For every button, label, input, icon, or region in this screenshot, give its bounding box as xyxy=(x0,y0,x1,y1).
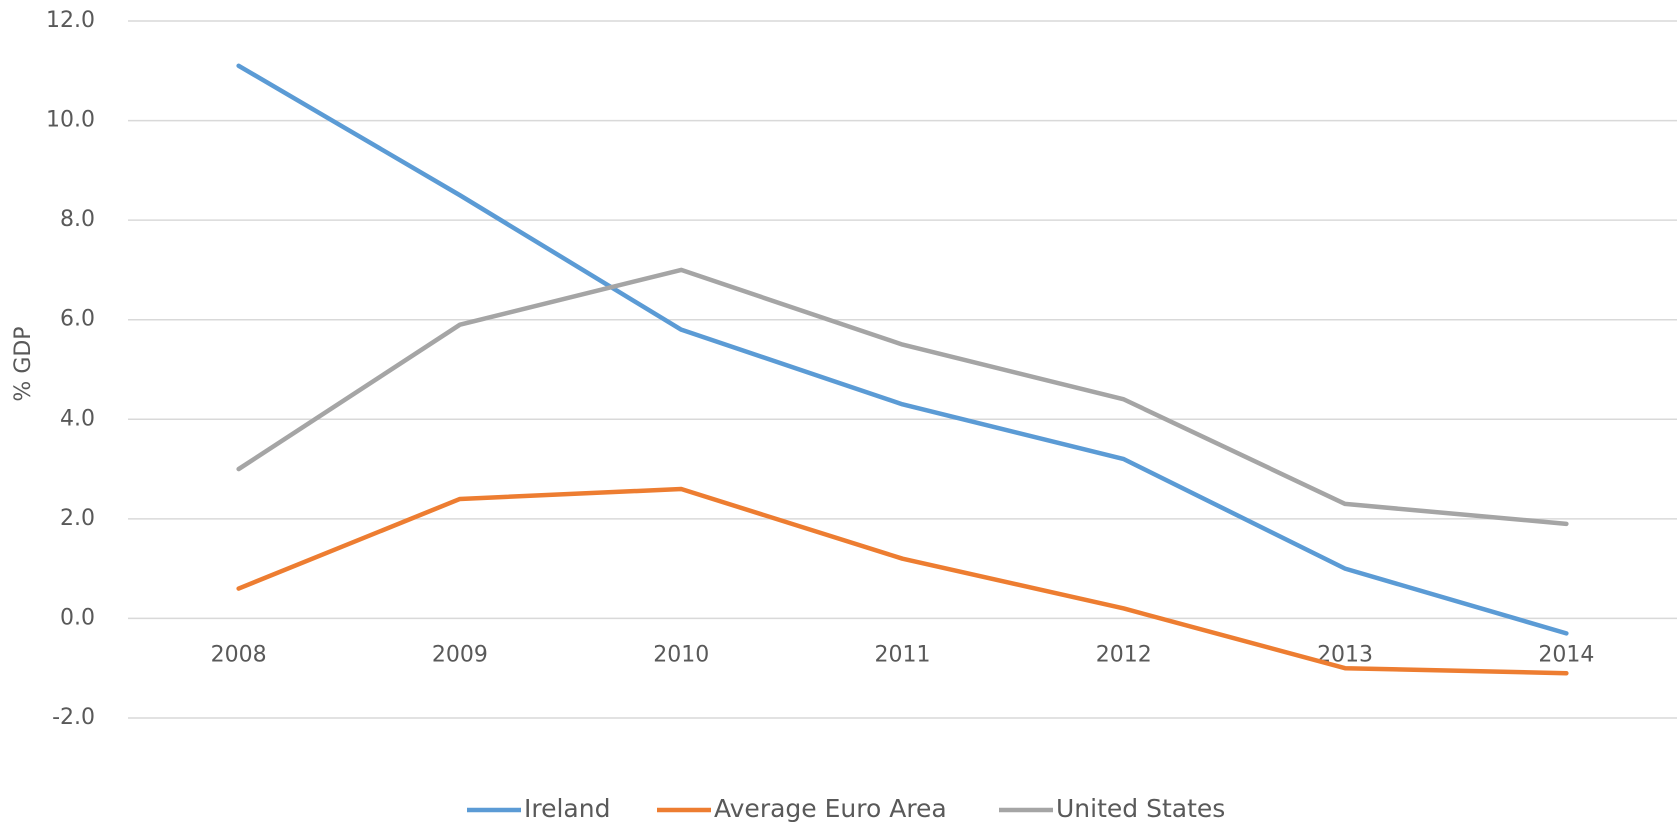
legend-label: United States xyxy=(1056,794,1225,823)
y-tick-label: 2.0 xyxy=(60,506,95,531)
chart: % GDP -2.0 0.0 2.0 4.0 6.0 8.0 10.0 12.0 2008 200… xyxy=(0,0,1677,829)
legend-label: Ireland xyxy=(524,794,610,823)
series-line xyxy=(239,270,1567,524)
legend-label: Average Euro Area xyxy=(714,794,947,823)
x-tick-label: 2011 xyxy=(875,642,931,667)
y-axis-label: % GDP xyxy=(11,326,36,401)
y-tick-label: 12.0 xyxy=(46,8,95,33)
x-tick-label: 2012 xyxy=(1096,642,1152,667)
x-tick-label: 2009 xyxy=(432,642,488,667)
y-tick-label: 8.0 xyxy=(60,207,95,232)
x-tick-label: 2008 xyxy=(211,642,267,667)
y-tick-label: 6.0 xyxy=(60,307,95,332)
y-tick-label: 10.0 xyxy=(46,108,95,133)
series-line xyxy=(239,66,1567,634)
y-tick-label: 0.0 xyxy=(60,605,95,630)
y-tick-label: 4.0 xyxy=(60,406,95,431)
x-tick-label: 2014 xyxy=(1538,642,1594,667)
x-tick-label: 2010 xyxy=(653,642,709,667)
y-tick-label: -2.0 xyxy=(52,705,95,730)
